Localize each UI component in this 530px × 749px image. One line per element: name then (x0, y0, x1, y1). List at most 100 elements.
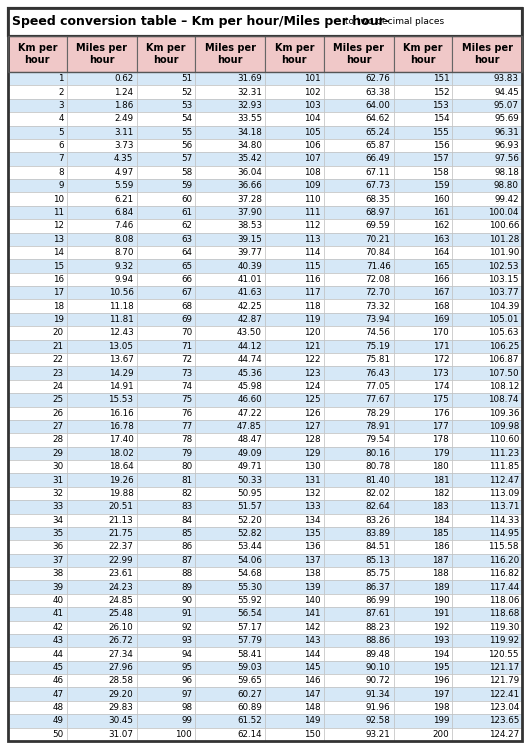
Text: 121.17: 121.17 (489, 663, 519, 672)
Bar (265, 500, 324, 514)
Text: 58: 58 (181, 168, 192, 177)
Bar (67, 126, 137, 139)
Text: 158: 158 (432, 168, 449, 177)
Bar (67, 420, 137, 433)
Text: 190: 190 (432, 596, 449, 605)
Text: 38.53: 38.53 (237, 222, 262, 231)
Bar (265, 85, 324, 99)
Bar (8, 487, 67, 500)
Bar (265, 473, 324, 487)
Bar (67, 580, 137, 594)
Bar (324, 500, 393, 514)
Text: 32.31: 32.31 (237, 88, 262, 97)
Text: 1.24: 1.24 (114, 88, 134, 97)
Bar (452, 259, 522, 273)
Text: 42: 42 (52, 622, 64, 631)
Bar (8, 634, 67, 647)
Bar (195, 500, 265, 514)
Bar (393, 460, 452, 473)
Bar (452, 126, 522, 139)
Text: 57.79: 57.79 (237, 636, 262, 645)
Text: 9.94: 9.94 (114, 275, 134, 284)
Bar (67, 36, 137, 72)
Bar (67, 661, 137, 674)
Bar (8, 460, 67, 473)
Text: 193: 193 (432, 636, 449, 645)
Bar (67, 554, 137, 567)
Bar (393, 232, 452, 246)
Text: 127: 127 (304, 422, 321, 431)
Text: 33.55: 33.55 (237, 115, 262, 124)
Bar (8, 206, 67, 219)
Bar (452, 286, 522, 300)
Text: 164: 164 (432, 248, 449, 257)
Text: 87: 87 (181, 556, 192, 565)
Bar (324, 567, 393, 580)
Text: 44.74: 44.74 (237, 355, 262, 364)
Text: 80: 80 (181, 462, 192, 471)
Bar (195, 366, 265, 380)
Bar (452, 72, 522, 85)
Bar (393, 420, 452, 433)
Text: 106.87: 106.87 (489, 355, 519, 364)
Text: 27.34: 27.34 (109, 649, 134, 658)
Text: 111: 111 (304, 208, 321, 217)
Bar (8, 420, 67, 433)
Bar (393, 393, 452, 407)
Text: 92.58: 92.58 (366, 717, 391, 726)
Bar (452, 621, 522, 634)
Text: 174: 174 (432, 382, 449, 391)
Text: 75: 75 (181, 395, 192, 404)
Text: 86.99: 86.99 (366, 596, 391, 605)
Bar (265, 607, 324, 621)
Bar (452, 701, 522, 715)
Bar (393, 339, 452, 353)
Text: 88.86: 88.86 (366, 636, 391, 645)
Bar (195, 607, 265, 621)
Text: 93.83: 93.83 (494, 74, 519, 83)
Bar (265, 300, 324, 313)
Text: 18: 18 (52, 302, 64, 311)
Bar (324, 72, 393, 85)
Bar (324, 166, 393, 179)
Text: 115: 115 (304, 261, 321, 270)
Text: 19.26: 19.26 (109, 476, 134, 485)
Bar (265, 554, 324, 567)
Text: 116.82: 116.82 (489, 569, 519, 578)
Text: 65: 65 (181, 261, 192, 270)
Text: 4.35: 4.35 (114, 154, 134, 163)
Text: 109.36: 109.36 (489, 409, 519, 418)
Text: 98: 98 (181, 703, 192, 712)
Bar (195, 327, 265, 339)
Text: 183: 183 (432, 503, 449, 512)
Text: 24: 24 (52, 382, 64, 391)
Bar (324, 487, 393, 500)
Text: 85.13: 85.13 (366, 556, 391, 565)
Text: 45.98: 45.98 (237, 382, 262, 391)
Bar (67, 514, 137, 527)
Text: 133: 133 (304, 503, 321, 512)
Bar (195, 460, 265, 473)
Text: 2.49: 2.49 (114, 115, 134, 124)
Bar (67, 487, 137, 500)
Text: 80.16: 80.16 (366, 449, 391, 458)
Bar (324, 366, 393, 380)
Bar (265, 380, 324, 393)
Text: 165: 165 (432, 261, 449, 270)
Bar (452, 273, 522, 286)
Text: 18.02: 18.02 (109, 449, 134, 458)
Text: 42.87: 42.87 (237, 315, 262, 324)
Text: 173: 173 (432, 369, 449, 377)
Text: 109: 109 (304, 181, 321, 190)
Bar (324, 313, 393, 327)
Bar (195, 246, 265, 259)
Text: 5: 5 (58, 128, 64, 137)
Text: 55.92: 55.92 (237, 596, 262, 605)
Text: 25: 25 (52, 395, 64, 404)
Text: 40.39: 40.39 (237, 261, 262, 270)
Bar (393, 407, 452, 420)
Text: 13.05: 13.05 (109, 342, 134, 351)
Bar (67, 273, 137, 286)
Bar (265, 567, 324, 580)
Bar (393, 727, 452, 741)
